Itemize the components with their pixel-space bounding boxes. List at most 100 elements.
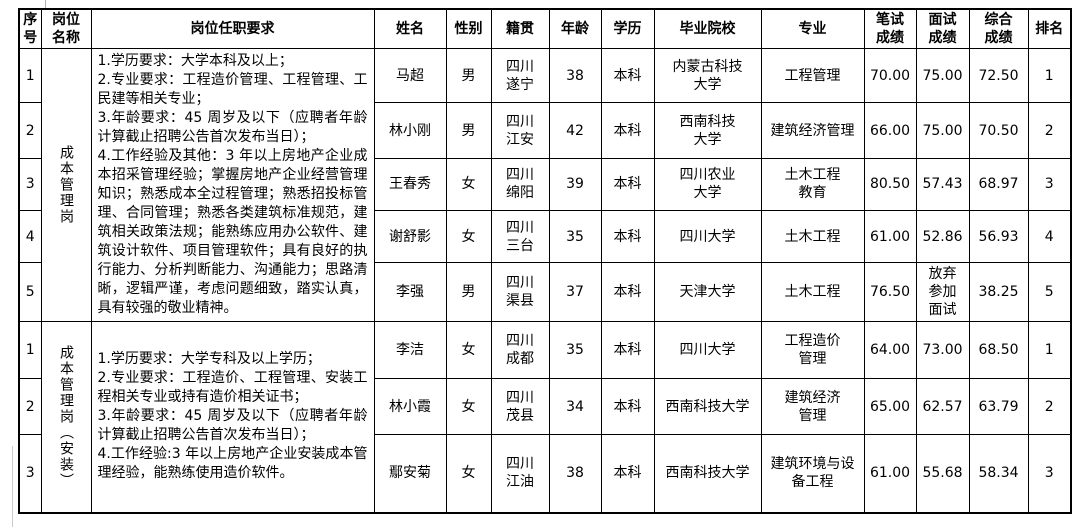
table-row: 5 李强 男 四川 渠县 37 本科 天津大学 土木工程 76.50 放弃 参加… xyxy=(18,262,1072,322)
cell-school: 四川农业 大学 xyxy=(653,157,762,212)
cell-interview-score: 55.68 xyxy=(915,434,970,513)
cell-overall-score: 68.97 xyxy=(968,157,1029,212)
cell-rank: 3 xyxy=(1027,434,1072,513)
cell-written-score: 70.00 xyxy=(863,47,917,104)
header-gender: 性别 xyxy=(445,8,492,49)
cell-interview-score: 57.43 xyxy=(915,157,970,212)
cell-hometown: 四川 成都 xyxy=(490,321,550,379)
cell-serial: 5 xyxy=(18,262,42,322)
header-rank: 排名 xyxy=(1027,8,1072,49)
cell-school: 西南科技大学 xyxy=(653,378,762,435)
cell-school: 四川大学 xyxy=(653,210,762,264)
cell-written-score: 76.50 xyxy=(863,262,917,322)
cell-education: 本科 xyxy=(600,102,655,159)
cell-gender: 女 xyxy=(445,378,492,435)
cell-hometown: 四川 三台 xyxy=(490,210,550,264)
header-written-score: 笔试 成绩 xyxy=(863,8,917,49)
cell-name: 马超 xyxy=(373,47,447,104)
cell-overall-score: 56.93 xyxy=(968,210,1029,264)
cell-education: 本科 xyxy=(600,47,655,104)
cell-hometown: 四川 茂县 xyxy=(490,378,550,435)
cell-education: 本科 xyxy=(600,378,655,435)
cell-overall-score: 58.34 xyxy=(968,434,1029,513)
cell-major: 土木工程 xyxy=(760,262,865,322)
cell-school: 西南科技大学 xyxy=(653,434,762,513)
cell-major: 土木工程 xyxy=(760,210,865,264)
header-position: 岗位 名称 xyxy=(40,8,92,49)
cell-age: 39 xyxy=(548,157,602,212)
cell-major: 建筑环境与设 备工程 xyxy=(760,434,865,513)
table-row: 2 林小刚 男 四川 江安 42 本科 西南科技 大学 建筑经济管理 66.00… xyxy=(18,102,1072,159)
cell-serial: 2 xyxy=(18,102,42,159)
cell-position-group1: 成本管理岗 xyxy=(40,48,92,322)
cell-interview-score: 75.00 xyxy=(915,102,970,159)
cell-serial: 2 xyxy=(18,378,42,435)
cell-name: 李洁 xyxy=(373,321,447,379)
cell-overall-score: 68.50 xyxy=(968,321,1029,379)
cell-name: 王春秀 xyxy=(373,157,447,212)
cell-age: 38 xyxy=(548,434,602,513)
cell-name: 林小刚 xyxy=(373,102,447,159)
cell-education: 本科 xyxy=(600,157,655,212)
header-serial: 序 号 xyxy=(18,8,42,49)
header-school: 毕业院校 xyxy=(653,8,762,49)
table-header-row: 序 号 岗位 名称 岗位任职要求 姓名 性别 籍贯 年龄 学历 毕业院校 专业 … xyxy=(18,8,1072,49)
header-name: 姓名 xyxy=(373,8,447,49)
cell-education: 本科 xyxy=(600,321,655,379)
cell-education: 本科 xyxy=(600,262,655,322)
cell-education: 本科 xyxy=(600,210,655,264)
cell-serial: 3 xyxy=(18,434,42,513)
cell-gender: 男 xyxy=(445,102,492,159)
cell-age: 35 xyxy=(548,321,602,379)
cell-rank: 4 xyxy=(1027,210,1072,264)
grid-artifact-top xyxy=(45,0,46,8)
cell-major: 工程管理 xyxy=(760,47,865,104)
cell-hometown: 四川 绵阳 xyxy=(490,157,550,212)
cell-education: 本科 xyxy=(600,434,655,513)
table-row: 3 鄢安菊 女 四川 江油 38 本科 西南科技大学 建筑环境与设 备工程 61… xyxy=(18,434,1072,513)
table-row: 3 王春秀 女 四川 绵阳 39 本科 四川农业 大学 土木工程 教育 80.5… xyxy=(18,157,1072,212)
cell-school: 四川大学 xyxy=(653,321,762,379)
cell-overall-score: 70.50 xyxy=(968,102,1029,159)
cell-serial: 1 xyxy=(18,47,42,104)
cell-overall-score: 38.25 xyxy=(968,262,1029,322)
header-interview-score: 面试 成绩 xyxy=(915,8,970,49)
cell-serial: 3 xyxy=(18,157,42,212)
cell-position-group2: 成本管理岗（安装） xyxy=(40,321,92,513)
cell-gender: 女 xyxy=(445,321,492,379)
cell-school: 内蒙古科技 大学 xyxy=(653,47,762,104)
cell-written-score: 61.00 xyxy=(863,434,917,513)
cell-written-score: 64.00 xyxy=(863,321,917,379)
cell-rank: 5 xyxy=(1027,262,1072,322)
header-requirements: 岗位任职要求 xyxy=(90,8,375,49)
cell-gender: 男 xyxy=(445,262,492,322)
header-overall-score: 综合 成绩 xyxy=(968,8,1029,49)
cell-rank: 2 xyxy=(1027,378,1072,435)
cell-serial: 4 xyxy=(18,210,42,264)
cell-hometown: 四川 江油 xyxy=(490,434,550,513)
cell-interview-score: 75.00 xyxy=(915,47,970,104)
cell-rank: 2 xyxy=(1027,102,1072,159)
cell-major: 工程造价 管理 xyxy=(760,321,865,379)
cell-written-score: 66.00 xyxy=(863,102,917,159)
cell-overall-score: 63.79 xyxy=(968,378,1029,435)
cell-name: 谢舒影 xyxy=(373,210,447,264)
cell-rank: 1 xyxy=(1027,321,1072,379)
cell-requirements-group1: 1.学历要求：大学本科及以上； 2.专业要求：工程造价管理、工程管理、工民建等相… xyxy=(90,48,375,322)
header-hometown: 籍贯 xyxy=(490,8,550,49)
cell-serial: 1 xyxy=(18,321,42,379)
recruitment-results-table: 序 号 岗位 名称 岗位任职要求 姓名 性别 籍贯 年龄 学历 毕业院校 专业 … xyxy=(18,8,1072,514)
cell-name: 林小霞 xyxy=(373,378,447,435)
cell-major: 土木工程 教育 xyxy=(760,157,865,212)
cell-hometown: 四川 渠县 xyxy=(490,262,550,322)
cell-age: 38 xyxy=(548,47,602,104)
cell-rank: 3 xyxy=(1027,157,1072,212)
cell-school: 西南科技 大学 xyxy=(653,102,762,159)
cell-interview-score: 放弃 参加 面试 xyxy=(915,262,970,322)
cell-interview-score: 73.00 xyxy=(915,321,970,379)
cell-interview-score: 52.86 xyxy=(915,210,970,264)
cell-age: 34 xyxy=(548,378,602,435)
cell-gender: 女 xyxy=(445,157,492,212)
cell-name: 李强 xyxy=(373,262,447,322)
cell-written-score: 61.00 xyxy=(863,210,917,264)
